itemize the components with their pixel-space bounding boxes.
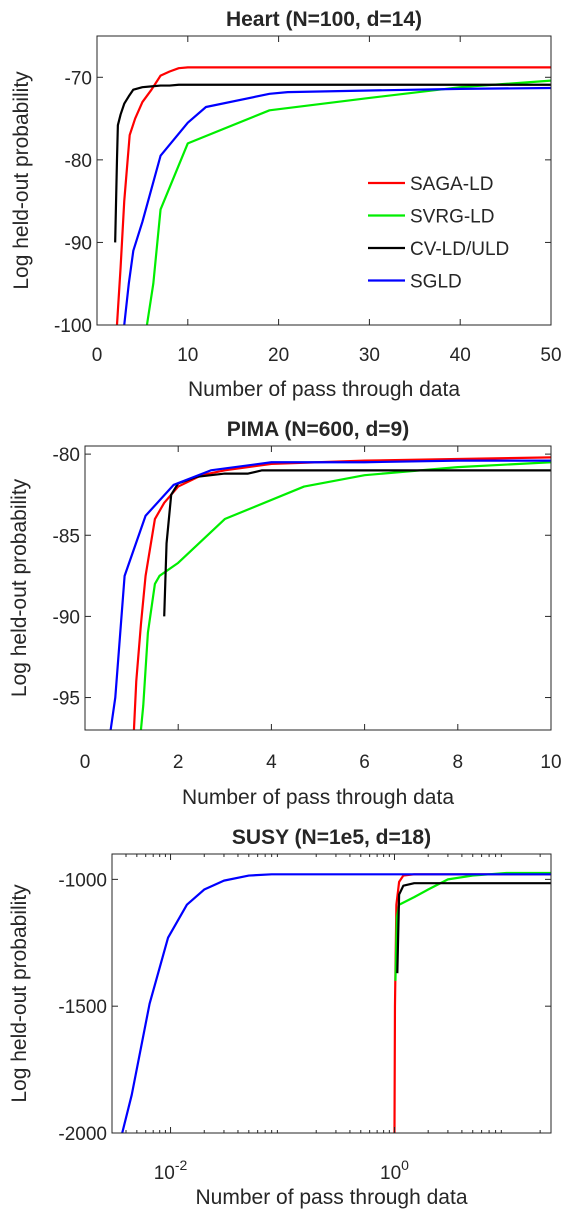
legend-label: SGLD	[410, 272, 462, 293]
x-tick-label: 10	[177, 345, 198, 366]
x-tick-label: 20	[268, 345, 289, 366]
x-tick-label: 10	[540, 752, 561, 773]
panel-title: PIMA (N=600, d=9)	[227, 418, 409, 441]
y-tick-label: -85	[53, 526, 80, 547]
y-tick-label: -90	[53, 607, 80, 628]
x-tick-label: 50	[540, 345, 561, 366]
x-tick-label: 40	[450, 345, 471, 366]
x-tick-label: 8	[453, 752, 464, 773]
series-line-saga-ld	[115, 66, 551, 325]
series-line-svrg-ld	[394, 871, 551, 981]
y-axis-label: Log held-out probability	[10, 71, 33, 290]
legend-label: CV-LD/ULD	[410, 239, 509, 260]
y-tick-label: -80	[65, 151, 92, 172]
legend: SAGA-LD SVRG-LD CV-LD/ULD SGLD	[368, 174, 509, 293]
y-tick-label: -2000	[58, 1124, 107, 1145]
axes-box	[111, 853, 552, 1134]
x-axis-label: Number of pass through data	[196, 1186, 468, 1209]
legend-label: SVRG-LD	[410, 207, 494, 228]
series-line-cv-ld-uld	[396, 882, 551, 974]
x-axis-label: Number of pass through data	[182, 786, 454, 809]
series-line-sgld	[121, 873, 551, 1133]
series-line-sgld	[123, 86, 551, 325]
x-tick-label: 30	[359, 345, 380, 366]
y-tick-label: -95	[53, 689, 80, 710]
panel-1: 0 10 20 30 40 50 -100 -90 -80 -70 Heart (N=100, d=…	[10, 8, 562, 401]
panel-3: 10-2 100 -2000 -1500 -1000 SUSY (N=1e5, d=18)…	[8, 826, 552, 1209]
y-axis-label: Log held-out probability	[8, 884, 31, 1103]
y-tick-label: -90	[65, 233, 92, 254]
series-line-cv-ld-uld	[163, 469, 551, 617]
x-tick-label: 4	[266, 752, 277, 773]
x-tick-label: 100	[380, 1157, 409, 1184]
series-line-svrg-ld	[139, 461, 551, 730]
x-tick-label: 0	[92, 345, 103, 366]
y-tick-label: -70	[65, 68, 92, 89]
y-tick-label: -1500	[58, 997, 107, 1018]
series-line-sgld	[109, 459, 551, 730]
y-tick-label: -1000	[58, 870, 107, 891]
axes-box	[84, 445, 552, 731]
panel-title: SUSY (N=1e5, d=18)	[232, 826, 431, 849]
series-line-cv-ld-uld	[114, 83, 551, 243]
x-tick-label: 10-2	[154, 1157, 188, 1184]
series-line-svrg-ld	[145, 79, 551, 325]
y-tick-label: -100	[54, 316, 92, 337]
x-axis-label: Number of pass through data	[188, 378, 460, 401]
x-tick-label: 0	[80, 752, 91, 773]
panel-title: Heart (N=100, d=14)	[226, 8, 422, 31]
axes-box	[96, 35, 552, 326]
legend-label: SAGA-LD	[410, 174, 493, 195]
panel-2: 0 2 4 6 8 10 -95 -90 -85 -80 PIMA (N=600, d=9) Numb…	[8, 418, 562, 809]
x-tick-label: 2	[173, 752, 184, 773]
x-tick-label: 6	[359, 752, 370, 773]
series-line-saga-ld	[132, 456, 551, 730]
series-line-saga-ld	[393, 873, 551, 1133]
y-axis-label: Log held-out probability	[8, 478, 31, 697]
y-tick-label: -80	[53, 445, 80, 466]
